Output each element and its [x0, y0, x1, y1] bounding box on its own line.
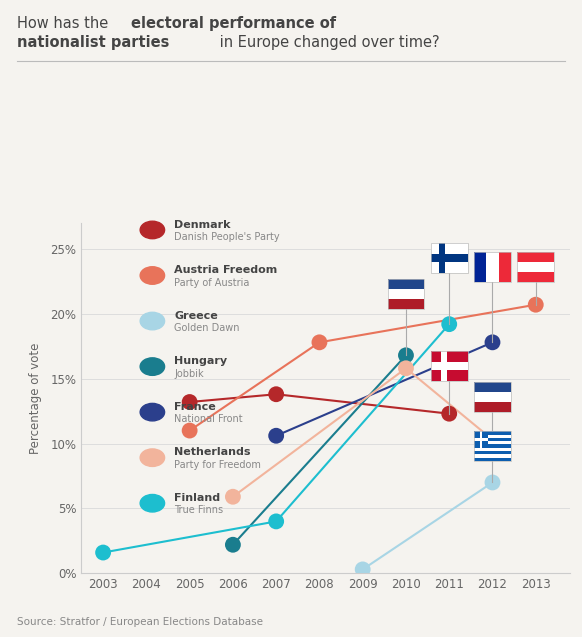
Circle shape — [140, 403, 165, 421]
Bar — [439, 243, 445, 273]
Text: Netherlands: Netherlands — [175, 447, 251, 457]
Bar — [474, 445, 511, 448]
Bar — [474, 252, 511, 282]
Bar — [431, 362, 467, 370]
Point — [445, 319, 454, 329]
Text: Source: Stratfor / European Elections Database: Source: Stratfor / European Elections Da… — [17, 617, 264, 627]
Point — [272, 389, 281, 399]
Text: France: France — [175, 402, 216, 412]
Bar — [431, 351, 467, 380]
Circle shape — [140, 449, 165, 466]
Bar — [474, 441, 511, 445]
Bar — [474, 431, 511, 461]
Point — [402, 350, 411, 361]
Bar — [480, 431, 482, 448]
Text: Austria Freedom: Austria Freedom — [175, 265, 278, 275]
Bar — [474, 402, 511, 412]
Bar — [431, 243, 467, 273]
Text: National Front: National Front — [175, 414, 243, 424]
Bar — [388, 289, 424, 299]
Text: nationalist parties: nationalist parties — [17, 35, 170, 50]
Bar — [431, 243, 467, 273]
Bar — [517, 252, 554, 262]
Bar — [474, 454, 511, 458]
Bar — [474, 382, 511, 412]
Bar — [499, 252, 511, 282]
Point — [272, 431, 281, 441]
Bar — [474, 434, 511, 438]
Bar — [474, 382, 511, 392]
Text: Greece: Greece — [175, 311, 218, 321]
Bar — [474, 438, 488, 441]
Point — [531, 299, 541, 310]
Text: Party for Freedom: Party for Freedom — [175, 460, 261, 469]
Text: How has the: How has the — [17, 16, 113, 31]
Text: Golden Dawn: Golden Dawn — [175, 323, 240, 333]
Point — [488, 337, 497, 347]
Bar — [431, 351, 467, 380]
Bar — [487, 252, 499, 282]
Bar — [388, 280, 424, 309]
Point — [488, 477, 497, 487]
Bar — [474, 431, 511, 434]
Point — [185, 397, 194, 407]
Text: Finland: Finland — [175, 493, 221, 503]
Point — [488, 434, 497, 445]
Bar — [388, 299, 424, 309]
Text: Party of Austria: Party of Austria — [175, 278, 250, 287]
Circle shape — [140, 494, 165, 512]
Point — [315, 337, 324, 347]
Point — [358, 564, 367, 575]
Bar — [474, 448, 511, 451]
Point — [272, 517, 281, 527]
Text: Jobbik: Jobbik — [175, 369, 204, 378]
Point — [185, 426, 194, 436]
Text: Hungary: Hungary — [175, 356, 228, 366]
Bar — [441, 351, 447, 380]
Bar — [517, 252, 554, 282]
Point — [228, 540, 237, 550]
Point — [402, 363, 411, 373]
Bar — [474, 431, 488, 448]
Bar — [474, 458, 511, 461]
Bar — [474, 392, 511, 402]
Bar — [388, 280, 424, 289]
Text: electoral performance of: electoral performance of — [131, 16, 336, 31]
Circle shape — [140, 221, 165, 239]
Circle shape — [140, 312, 165, 330]
Text: True Finns: True Finns — [175, 505, 223, 515]
Text: Denmark: Denmark — [175, 220, 231, 230]
Circle shape — [140, 358, 165, 375]
Bar — [474, 438, 511, 441]
Text: Danish People's Party: Danish People's Party — [175, 232, 280, 242]
Text: in Europe changed over time?: in Europe changed over time? — [215, 35, 440, 50]
Bar — [474, 451, 511, 454]
Bar — [474, 252, 487, 282]
Bar — [517, 272, 554, 282]
Circle shape — [140, 267, 165, 284]
Y-axis label: Percentage of vote: Percentage of vote — [29, 343, 42, 454]
Point — [228, 492, 237, 502]
Bar — [431, 254, 467, 262]
Point — [445, 408, 454, 419]
Point — [98, 547, 108, 557]
Bar — [517, 262, 554, 272]
